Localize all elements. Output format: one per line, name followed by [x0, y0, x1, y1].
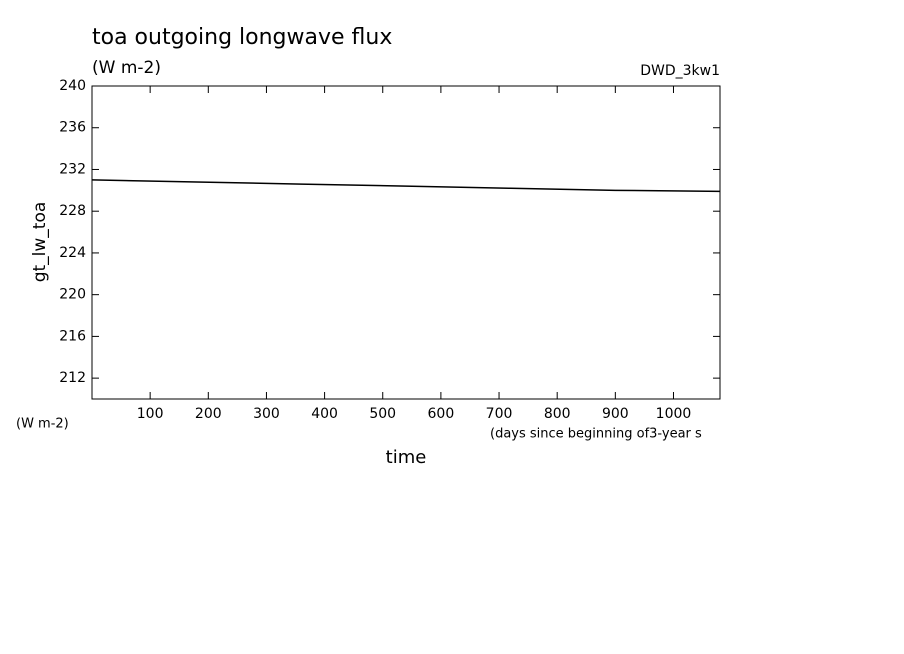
x-tick-label: 500	[369, 406, 396, 422]
x-tick-label: 800	[544, 406, 571, 422]
y-tick-label: 236	[59, 120, 86, 136]
y-tick-label: 228	[59, 203, 86, 219]
x-axis-label: time	[386, 447, 427, 468]
y-axis-units: (W m-2)	[16, 417, 69, 432]
y-tick-label: 212	[59, 370, 86, 386]
x-tick-label: 700	[486, 406, 513, 422]
dataset-label: DWD_3kw1	[640, 63, 720, 79]
data-line	[91, 179, 721, 193]
x-axis-units: (days since beginning of3-year s	[490, 427, 702, 442]
plot-frame	[91, 85, 721, 400]
x-tick-label: 1000	[656, 406, 692, 422]
x-tick-label: 900	[602, 406, 629, 422]
y-tick-label: 240	[59, 78, 86, 94]
y-tick-label: 224	[59, 245, 86, 261]
x-tick-label: 400	[311, 406, 338, 422]
chart-subtitle: (W m-2)	[92, 58, 161, 78]
x-tick-label: 600	[428, 406, 455, 422]
chart-title: toa outgoing longwave flux	[92, 25, 392, 50]
y-tick-label: 216	[59, 328, 86, 344]
y-tick-label: 220	[59, 287, 86, 303]
y-tick-label: 232	[59, 161, 86, 177]
x-tick-label: 100	[137, 406, 164, 422]
x-tick-label: 200	[195, 406, 222, 422]
y-axis-label: gt_lw_toa	[30, 202, 50, 283]
x-tick-label: 300	[253, 406, 280, 422]
